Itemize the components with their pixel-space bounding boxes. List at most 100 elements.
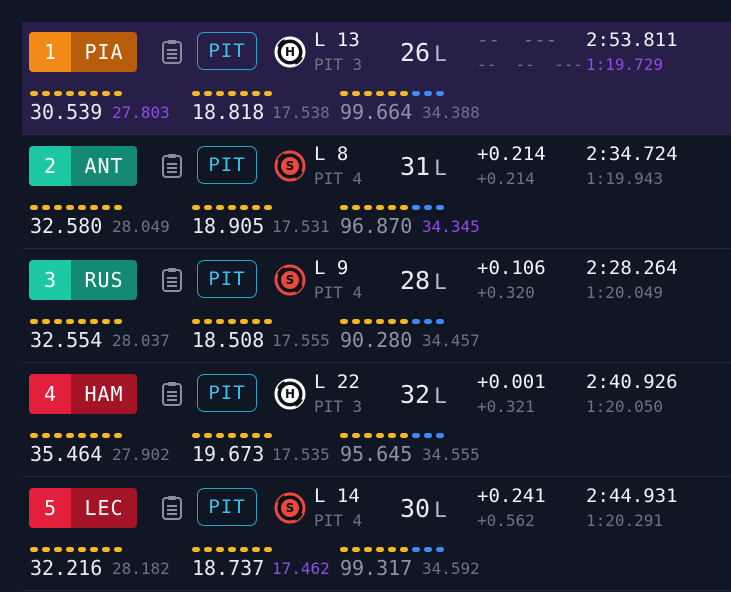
sector3-time: 95.645 [340, 442, 413, 466]
sector1-time: 32.216 [30, 556, 103, 580]
laps-unit: L [434, 270, 447, 294]
position-badge[interactable]: 2 ANT [29, 146, 137, 186]
mini-sector-dot [340, 91, 348, 96]
notes-icon[interactable] [160, 381, 184, 407]
mini-sector-dot [216, 91, 224, 96]
driver-code: LEC [71, 488, 137, 528]
last-lap-time: 1:19.729 [586, 55, 664, 74]
mini-sector-dot [228, 433, 236, 438]
mini-sector-dot [192, 547, 200, 552]
mini-sector-dot [412, 205, 420, 210]
notes-icon[interactable] [160, 39, 184, 65]
pit-stop-count: PIT 3 [314, 397, 363, 416]
mini-sector-dot [364, 319, 372, 324]
hard-tyre-icon: H [274, 36, 306, 68]
laps-value: 28 [400, 266, 431, 295]
notes-icon[interactable] [160, 153, 184, 179]
sector3-time: 96.870 [340, 214, 413, 238]
mini-sector-dot [252, 433, 260, 438]
mini-sector-dot [102, 547, 110, 552]
mini-sector-dot [388, 91, 396, 96]
sector1-best: 27.902 [112, 445, 170, 464]
laps-value: 30 [400, 494, 431, 523]
position-badge[interactable]: 1 PIA [29, 32, 137, 72]
mini-sector-dot [114, 205, 122, 210]
mini-sector-dot [264, 433, 272, 438]
sector2-minisectors [192, 319, 272, 325]
interval: +0.214 [477, 169, 535, 188]
mini-sector-dot [436, 547, 444, 552]
mini-sector-dot [114, 433, 122, 438]
sector2-best: 17.462 [272, 559, 330, 578]
pit-button[interactable]: PIT [197, 146, 257, 184]
mini-sector-dot [216, 319, 224, 324]
mini-sector-dot [400, 91, 408, 96]
mini-sector-dot [228, 547, 236, 552]
mini-sector-dot [54, 547, 62, 552]
driver-row[interactable]: 3 RUS PIT S L 9 PIT 4 28 L +0.106 +0.320 2:28.264 1… [22, 250, 731, 363]
tyre-compound-letter: H [284, 45, 296, 59]
mini-sector-dot [204, 433, 212, 438]
tyre-compound-letter: S [285, 273, 295, 287]
previous-row-edge [22, 0, 731, 20]
sector1-minisectors [30, 319, 122, 325]
sector2-best: 17.555 [272, 331, 330, 350]
pit-button[interactable]: PIT [197, 32, 257, 70]
mini-sector-dot [114, 547, 122, 552]
position-badge[interactable]: 5 LEC [29, 488, 137, 528]
sector1-minisectors [30, 547, 122, 553]
sector3-best: 34.388 [422, 103, 480, 122]
mini-sector-dot [240, 319, 248, 324]
mini-sector-dot [364, 205, 372, 210]
pit-stop-count: PIT 4 [314, 283, 363, 302]
sector3-minisectors [340, 547, 444, 553]
mini-sector-dot [216, 205, 224, 210]
mini-sector-dot [30, 547, 38, 552]
mini-sector-dot [30, 205, 38, 210]
mini-sector-dot [228, 319, 236, 324]
pit-stop-count: PIT 4 [314, 511, 363, 530]
sector2-time: 18.737 [192, 556, 265, 580]
sector2-time: 19.673 [192, 442, 265, 466]
mini-sector-dot [192, 91, 200, 96]
mini-sector-dot [66, 91, 74, 96]
laps-count: 30 L [400, 494, 447, 523]
notes-icon[interactable] [160, 495, 184, 521]
mini-sector-dot [228, 205, 236, 210]
mini-sector-dot [376, 319, 384, 324]
position-badge[interactable]: 3 RUS [29, 260, 137, 300]
driver-row[interactable]: 2 ANT PIT S L 8 PIT 4 31 L +0.214 +0.214 2:34.724 1… [22, 136, 731, 249]
mini-sector-dot [352, 547, 360, 552]
pit-button[interactable]: PIT [197, 374, 257, 412]
driver-row[interactable]: 4 HAM PIT H L 22 PIT 3 32 L +0.001 +0.321 2:40.926… [22, 364, 731, 477]
mini-sector-dot [352, 91, 360, 96]
pit-button[interactable]: PIT [197, 488, 257, 526]
tyre-compound-letter: S [285, 159, 295, 173]
mini-sector-dot [42, 319, 50, 324]
mini-sector-dot [54, 91, 62, 96]
driver-row[interactable]: 1 PIA PIT H L 13 PIT 3 26 L -- --- -- -- --- 2:53.… [22, 22, 731, 135]
last-lap-time: 1:20.291 [586, 511, 664, 530]
position-badge[interactable]: 4 HAM [29, 374, 137, 414]
mini-sector-dot [376, 91, 384, 96]
gap-to-leader: -- --- [477, 29, 558, 51]
interval: -- -- --- [477, 55, 583, 74]
sector3-best: 34.555 [422, 445, 480, 464]
notes-icon[interactable] [160, 267, 184, 293]
mini-sector-dot [78, 205, 86, 210]
stint-lap: L 22 [314, 371, 360, 393]
gap-to-leader: +0.241 [477, 485, 546, 507]
mini-sector-dot [264, 547, 272, 552]
mini-sector-dot [424, 319, 432, 324]
position-number: 5 [29, 488, 71, 528]
laps-count: 32 L [400, 380, 447, 409]
pit-button[interactable]: PIT [197, 260, 257, 298]
laps-unit: L [434, 42, 447, 66]
total-time: 2:40.926 [586, 371, 678, 393]
sector1-time: 32.580 [30, 214, 103, 238]
mini-sector-dot [90, 205, 98, 210]
driver-row[interactable]: 5 LEC PIT S L 14 PIT 4 30 L +0.241 +0.562 2:44.931… [22, 478, 731, 591]
gap-to-leader: +0.001 [477, 371, 546, 393]
mini-sector-dot [240, 205, 248, 210]
mini-sector-dot [388, 319, 396, 324]
